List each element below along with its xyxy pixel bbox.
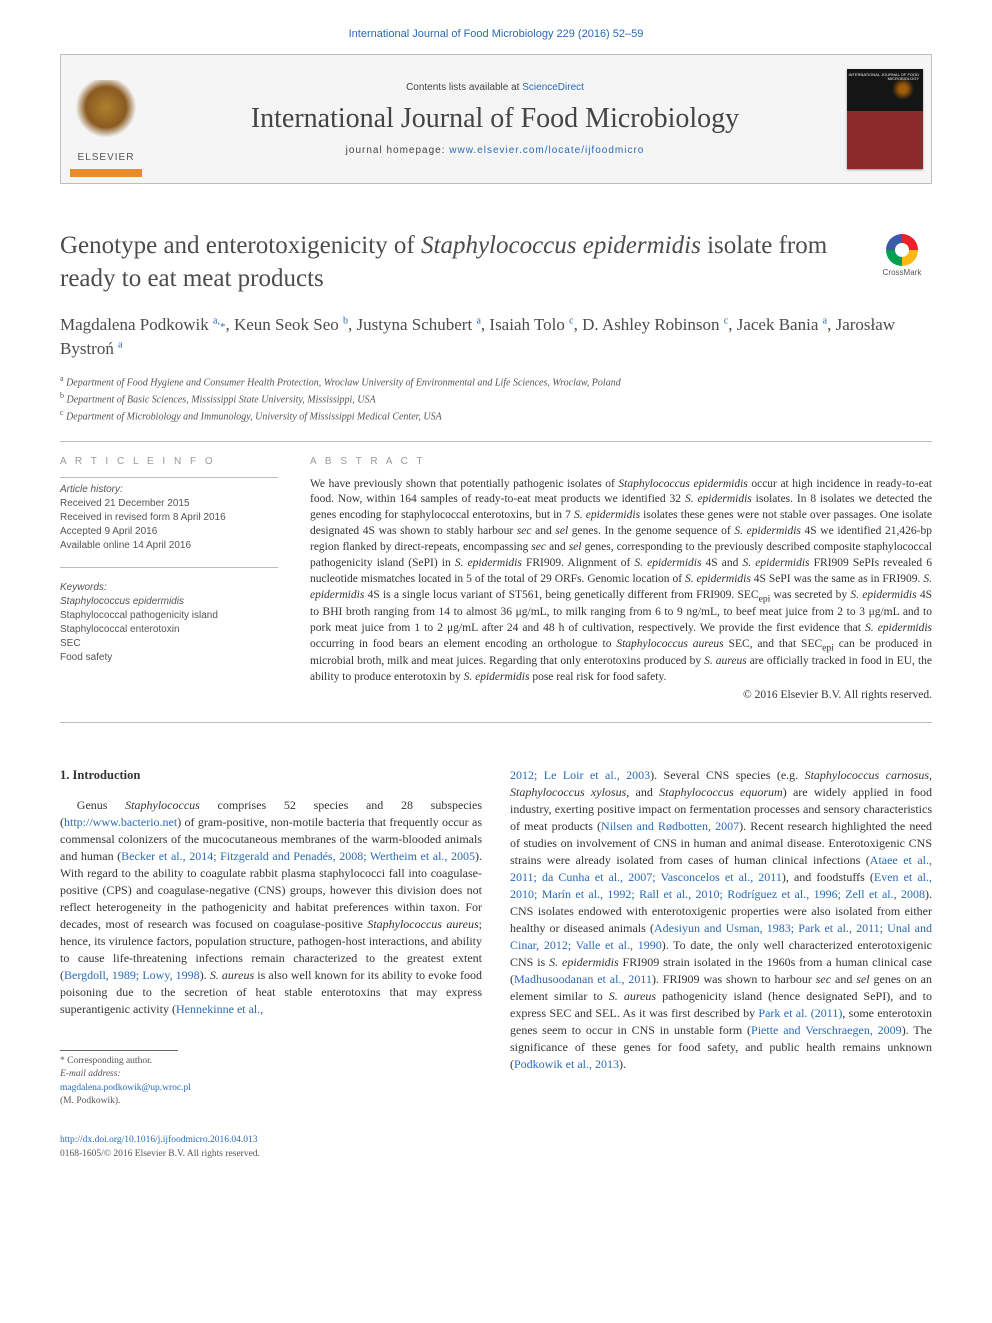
issn-copyright: 0168-1605/© 2016 Elsevier B.V. All right… [60,1149,260,1159]
keyword-4: SEC [60,637,278,651]
publisher-accent-bar [70,169,142,177]
sciencedirect-link[interactable]: ScienceDirect [522,82,584,93]
history-online: Available online 14 April 2016 [60,539,278,553]
journal-cover-thumb: INTERNATIONAL JOURNAL OF FOOD MICROBIOLO… [839,55,931,183]
publisher-logo-block: ELSEVIER [61,55,151,183]
contents-lists-line: Contents lists available at ScienceDirec… [406,82,584,93]
journal-title: International Journal of Food Microbiolo… [251,103,739,135]
keyword-5: Food safety [60,651,278,665]
affiliation-b: b Department of Basic Sciences, Mississi… [60,390,932,407]
abstract-heading: A B S T R A C T [310,456,932,467]
abstract-copyright: © 2016 Elsevier B.V. All rights reserved… [310,688,932,704]
abstract-column: A B S T R A C T We have previously shown… [310,456,932,704]
crossmark-label: CrossMark [883,268,922,277]
email-link[interactable]: magdalena.podkowik@up.wroc.pl [60,1083,191,1093]
masthead-center: Contents lists available at ScienceDirec… [151,55,839,183]
email-pre: E-mail address: [60,1069,121,1079]
keyword-1: Staphylococcus epidermidis [60,595,278,609]
affiliations: a Department of Food Hygiene and Consume… [60,373,932,425]
footnotes-block: * Corresponding author. E-mail address: … [60,1050,178,1108]
intro-heading: 1. Introduction [60,767,482,785]
crossmark-badge[interactable]: CrossMark [872,234,932,277]
keyword-2: Staphylococcal pathogenicity island [60,609,278,623]
intro-para-right: 2012; Le Loir et al., 2003). Several CNS… [510,767,932,1074]
history-received: Received 21 December 2015 [60,497,278,511]
author-list: Magdalena Podkowik a,*, Keun Seok Seo b,… [60,313,932,361]
abstract-text: We have previously shown that potentiall… [310,477,932,704]
journal-cover-icon: INTERNATIONAL JOURNAL OF FOOD MICROBIOLO… [847,69,923,169]
keyword-3: Staphylococcal enterotoxin [60,623,278,637]
history-accepted: Accepted 9 April 2016 [60,525,278,539]
article-title: Genotype and enterotoxigenicity of Staph… [60,230,852,295]
affiliation-a: a Department of Food Hygiene and Consume… [60,373,932,390]
article-history-heading: Article history: [60,484,278,495]
body-left-column: 1. Introduction Genus Staphylococcus com… [60,767,482,1108]
corresponding-author-note: * Corresponding author. [60,1055,178,1068]
keywords-heading: Keywords: [60,582,278,593]
journal-homepage-link[interactable]: www.elsevier.com/locate/ijfoodmicro [449,145,644,156]
journal-citation-top[interactable]: International Journal of Food Microbiolo… [60,28,932,40]
elsevier-tree-icon [76,80,136,148]
body-right-column: 2012; Le Loir et al., 2003). Several CNS… [510,767,932,1108]
body-columns: 1. Introduction Genus Staphylococcus com… [60,767,932,1108]
doi-link[interactable]: http://dx.doi.org/10.1016/j.ijfoodmicro.… [60,1135,257,1145]
article-info-rule [60,477,278,478]
contents-lists-pre: Contents lists available at [406,82,522,93]
divider-top [60,441,932,442]
article-info-column: A R T I C L E I N F O Article history: R… [60,456,278,704]
publisher-name: ELSEVIER [78,152,135,163]
masthead: ELSEVIER Contents lists available at Sci… [60,54,932,184]
page-footer: http://dx.doi.org/10.1016/j.ijfoodmicro.… [60,1134,932,1161]
keywords-rule [60,567,278,568]
history-revised: Received in revised form 8 April 2016 [60,511,278,525]
journal-homepage-pre: journal homepage: [346,145,450,156]
email-post: (M. Podkowik). [60,1096,120,1106]
email-line: E-mail address: magdalena.podkowik@up.wr… [60,1068,178,1108]
article-info-heading: A R T I C L E I N F O [60,456,278,467]
affiliation-c: c Department of Microbiology and Immunol… [60,407,932,424]
journal-cover-label: INTERNATIONAL JOURNAL OF FOOD MICROBIOLO… [847,73,919,82]
crossmark-icon [886,234,918,266]
abstract-body: We have previously shown that potentiall… [310,478,932,684]
divider-mid [60,722,932,723]
intro-para-left: Genus Staphylococcus comprises 52 specie… [60,797,482,1018]
journal-homepage-line: journal homepage: www.elsevier.com/locat… [346,145,645,156]
